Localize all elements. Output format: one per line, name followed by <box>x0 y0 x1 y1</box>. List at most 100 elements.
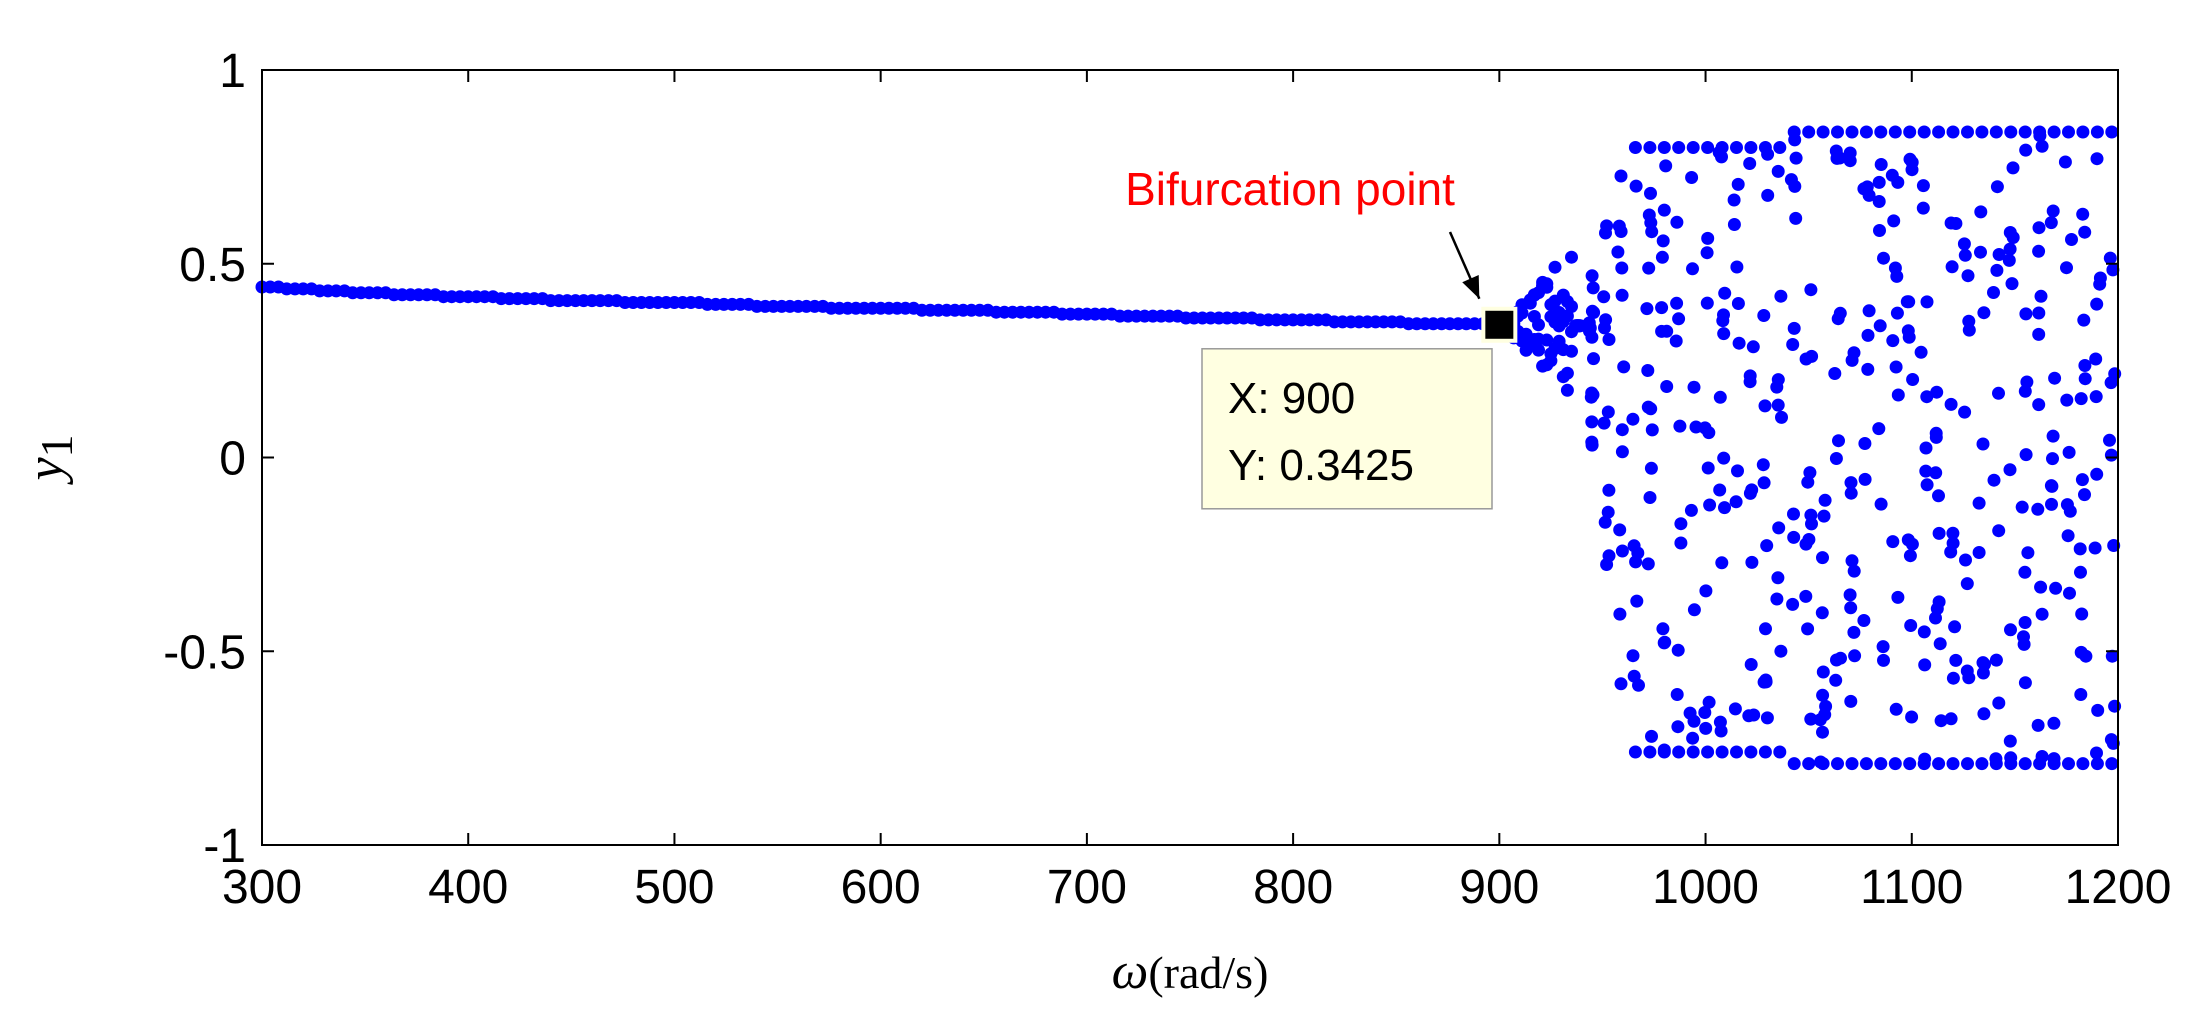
plot-area-frame <box>261 69 2119 846</box>
data-point <box>2019 143 2033 157</box>
data-point <box>1717 451 1731 465</box>
x-tick-label: 1000 <box>1652 861 1759 914</box>
data-point <box>2018 384 2032 398</box>
data-point <box>1743 486 1757 500</box>
data-point <box>1686 141 1700 154</box>
data-point <box>2031 502 2045 516</box>
data-point <box>1597 290 1611 304</box>
data-point <box>1744 745 1758 759</box>
data-point <box>1858 437 1872 450</box>
data-point <box>1891 388 1905 402</box>
data-point <box>2034 580 2048 594</box>
data-point <box>2103 251 2117 265</box>
y-axis-ticks: 1 0.5 0 -0.5 -1 <box>163 45 2118 873</box>
data-point <box>1987 286 2000 299</box>
data-point <box>2045 497 2058 511</box>
data-point <box>1673 419 1687 433</box>
data-point <box>1601 505 1615 519</box>
data-point <box>2005 277 2019 291</box>
data-point <box>1946 125 1960 139</box>
x-tick-label: 600 <box>841 861 921 914</box>
data-point <box>1799 589 1813 603</box>
data-point <box>1920 295 1934 309</box>
data-point <box>1914 345 1928 359</box>
data-point <box>2090 152 2104 166</box>
data-point <box>1957 237 1971 251</box>
data-point <box>1731 177 1745 191</box>
data-point <box>1532 343 1545 357</box>
data-point <box>1946 757 1960 771</box>
data-point <box>1874 757 1888 771</box>
data-point <box>2106 263 2120 277</box>
data-point <box>1643 745 1657 759</box>
datatip[interactable]: X: 900 Y: 0.3425 <box>1201 348 1493 510</box>
data-point <box>1961 269 1975 283</box>
x-axis-ticks: 300 400 500 600 700 800 900 1000 1100 1200 <box>222 70 2171 914</box>
data-point <box>2063 586 2076 600</box>
data-point <box>1992 386 2005 400</box>
data-point <box>1946 671 1960 685</box>
data-point <box>1873 224 1886 237</box>
data-point <box>1944 545 1958 559</box>
data-point <box>1602 549 1616 563</box>
data-point <box>1816 688 1830 702</box>
data-point <box>2031 718 2045 732</box>
data-point <box>1787 321 1801 335</box>
data-point <box>1632 678 1645 692</box>
data-point <box>1587 352 1600 366</box>
data-point <box>2033 129 2047 143</box>
data-point <box>1932 125 1946 139</box>
data-point <box>2074 688 2088 701</box>
data-point <box>1674 517 1688 531</box>
data-point <box>1862 188 1876 202</box>
data-point <box>1644 461 1658 475</box>
data-point <box>1532 318 1545 332</box>
data-point <box>1771 398 1785 412</box>
data-point <box>1787 507 1800 521</box>
data-point <box>1816 665 1830 679</box>
data-point <box>1614 677 1628 691</box>
data-point <box>2006 231 2020 244</box>
data-point <box>1626 649 1640 663</box>
data-point <box>2061 529 2075 543</box>
data-point <box>1992 696 2006 710</box>
data-point <box>1918 658 1932 672</box>
data-point <box>1903 549 1917 563</box>
data-point <box>1744 658 1758 671</box>
data-point <box>1717 308 1730 322</box>
data-point <box>1714 724 1728 738</box>
data-point <box>1615 445 1629 459</box>
data-point <box>1949 653 1963 667</box>
x-tick-label: 400 <box>428 861 508 914</box>
data-point <box>2073 542 2087 556</box>
data-point <box>1643 141 1657 154</box>
data-point <box>1770 592 1784 606</box>
data-point <box>1944 397 1958 411</box>
data-point <box>2046 452 2059 466</box>
data-point <box>1744 141 1758 154</box>
data-point <box>2021 546 2035 560</box>
data-point <box>1698 421 1712 435</box>
data-point <box>1861 328 1875 342</box>
data-point <box>1657 743 1671 757</box>
data-point <box>1959 553 1972 567</box>
data-point <box>1786 338 1800 351</box>
datatip-marker[interactable] <box>1481 306 1518 343</box>
data-point <box>1611 245 1625 259</box>
data-point <box>1972 546 1986 559</box>
data-point <box>1582 320 1596 334</box>
data-point <box>1844 601 1858 615</box>
data-point <box>1657 636 1671 650</box>
data-point <box>1917 125 1931 139</box>
data-point <box>1761 147 1775 161</box>
data-point <box>1845 554 1859 568</box>
data-point <box>2018 676 2032 690</box>
data-point <box>1758 745 1772 759</box>
data-point <box>1672 745 1686 759</box>
data-point <box>1627 539 1641 553</box>
data-point <box>1944 712 1958 726</box>
data-point <box>1874 497 1888 511</box>
data-point <box>1657 141 1671 154</box>
data-point <box>1730 745 1743 759</box>
